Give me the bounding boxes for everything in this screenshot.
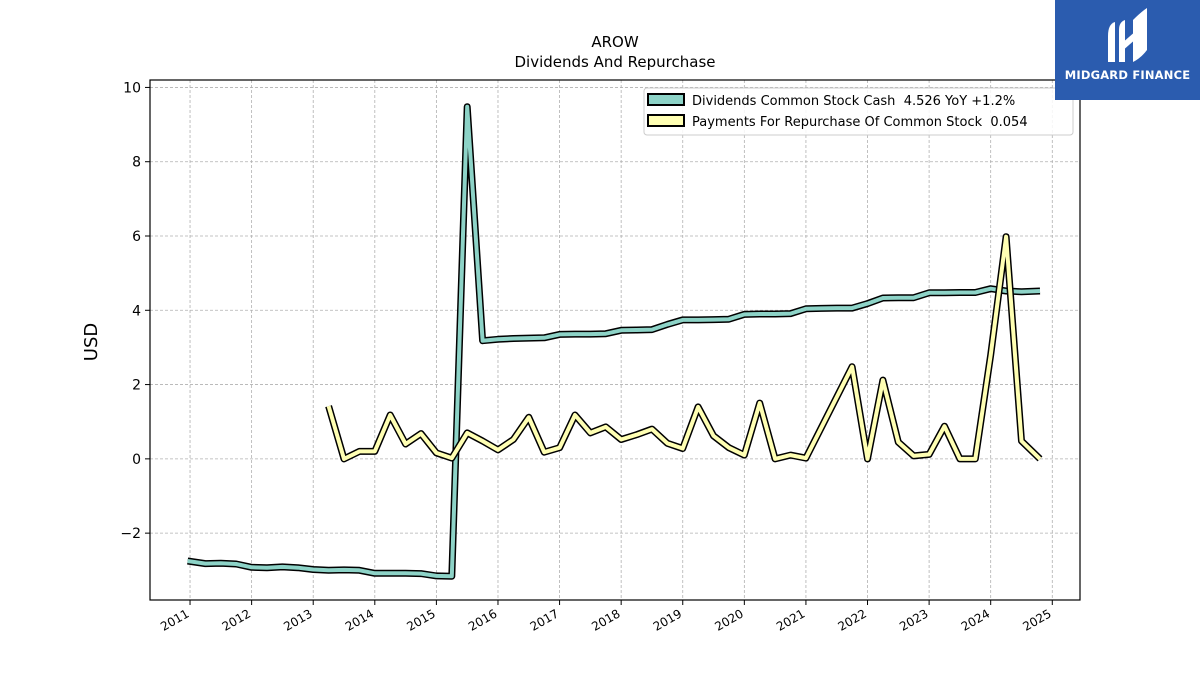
legend: Dividends Common Stock Cash 4.526 YoY +1…	[643, 87, 1074, 136]
x-tick-label: 2015	[404, 606, 437, 633]
legend-label-dividends: Dividends Common Stock Cash 4.526 YoY +1…	[692, 94, 1015, 109]
x-tick-label: 2025	[1020, 606, 1053, 633]
x-tick-label: 2013	[281, 606, 314, 633]
x-tick-label: 2012	[220, 606, 253, 633]
chart-subtitle: Dividends And Repurchase	[514, 53, 715, 71]
series-line	[326, 234, 1042, 461]
y-tick-label: 4	[132, 303, 141, 319]
x-tick-label: 2020	[712, 606, 745, 633]
grid	[150, 80, 1080, 600]
x-tick-label: 2017	[528, 606, 561, 633]
brand-name: MIDGARD FINANCE	[1064, 68, 1191, 82]
x-tick-label: 2022	[836, 606, 869, 633]
series-line	[187, 104, 1041, 579]
y-tick-label: 0	[132, 452, 141, 468]
midgard-logo-icon	[1108, 8, 1147, 62]
legend-swatch-dividends	[647, 93, 685, 106]
x-tick-label: 2023	[897, 606, 930, 633]
brand-logo: MIDGARD FINANCE	[1055, 0, 1200, 100]
x-tick-label: 2021	[774, 606, 807, 633]
plot-frame	[149, 79, 1081, 601]
x-tick-label: 2018	[589, 606, 622, 633]
chart-title: AROW	[591, 33, 638, 51]
x-tick-label: 2014	[343, 606, 376, 633]
legend-label-repurchase: Payments For Repurchase Of Common Stock …	[692, 115, 1028, 130]
x-tick-label: 2019	[651, 606, 684, 633]
y-tick-label: −2	[120, 526, 141, 542]
legend-box	[643, 87, 1074, 136]
y-axis-label: USD	[81, 323, 102, 361]
series-1	[325, 233, 1043, 463]
series-layer	[187, 103, 1043, 580]
y-tick-label: 8	[132, 155, 141, 171]
y-tick-label: 2	[132, 378, 141, 394]
y-tick-label: 6	[132, 229, 141, 245]
y-tick-label: 10	[123, 80, 141, 96]
x-tick-label: 2011	[158, 606, 191, 633]
series-line-outline	[325, 233, 1043, 463]
legend-swatch-repurchase	[647, 114, 685, 127]
series-0	[187, 103, 1041, 580]
ticks: 2011 2012 2013 2014 2015 2016 2017 2018 2019 2020…	[120, 80, 1053, 633]
x-tick-label: 2024	[959, 606, 992, 633]
x-tick-label: 2016	[466, 606, 499, 633]
series-line-outline	[187, 103, 1041, 580]
